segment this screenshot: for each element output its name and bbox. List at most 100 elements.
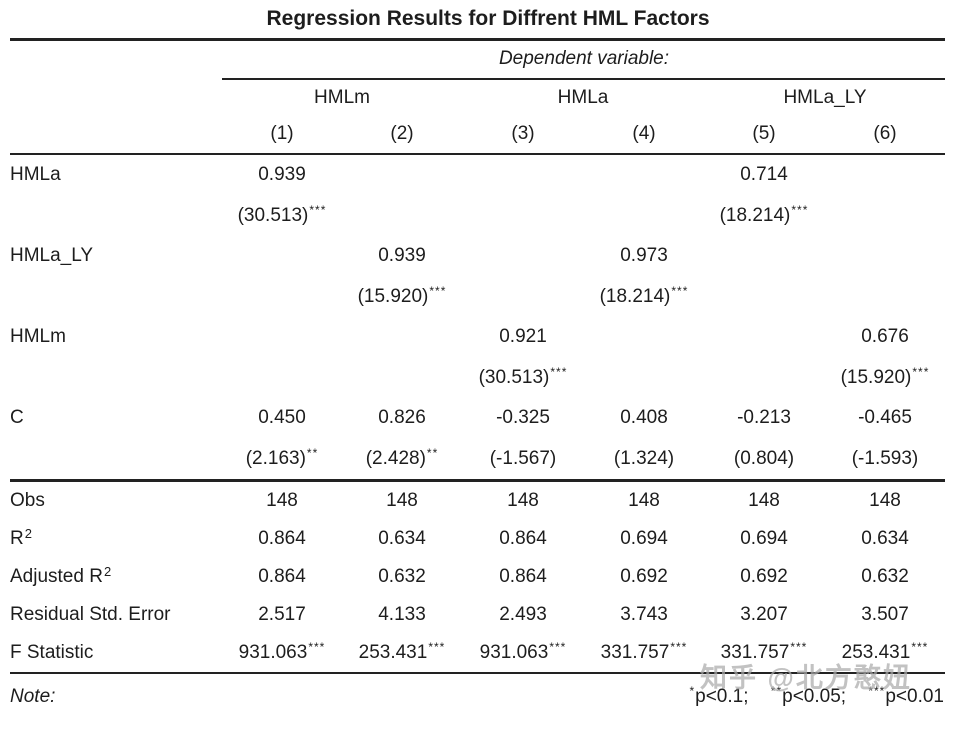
stat-value: 0.864 xyxy=(258,565,306,587)
estimate-cell: 0.676 xyxy=(861,326,909,347)
stat-value: 2.517 xyxy=(258,603,306,625)
estimate-cell: -0.213 xyxy=(737,407,791,428)
tstat-value: (18.214) xyxy=(599,285,671,307)
stat-cell: 3.743 xyxy=(584,604,704,626)
dependent-variable-row: Dependent variable: xyxy=(10,41,946,78)
tstat-value: (2.428) xyxy=(365,447,426,469)
stat-value: 931.063 xyxy=(238,641,308,663)
label-superscript: 2 xyxy=(103,563,112,579)
tstat-cell: (30.513)*** xyxy=(462,364,584,389)
tstat-value: (30.513) xyxy=(237,204,309,226)
column-number-4: (4) xyxy=(632,123,656,144)
rule-stats-top xyxy=(10,479,945,482)
group-header-hmlm: HMLm xyxy=(314,86,370,108)
stat-value: 4.133 xyxy=(378,603,426,625)
stat-cell: 148 xyxy=(342,490,462,512)
stat-cell: 0.632 xyxy=(342,566,462,588)
stat-cell: 0.864 xyxy=(462,528,584,550)
stat-cell: 0.694 xyxy=(704,528,824,550)
rule-top xyxy=(10,38,945,41)
column-number-6: (6) xyxy=(873,123,897,144)
stat-cell: 4.133 xyxy=(342,604,462,626)
rule-note-top xyxy=(10,671,945,674)
stat-value: 0.864 xyxy=(258,527,306,549)
stat-row-obs: Obs 148 148 148 148 148 148 xyxy=(10,482,946,520)
significance-legend: *p<0.1; **p<0.05; ***p<0.01 xyxy=(222,684,946,708)
significance-stars: *** xyxy=(671,283,689,298)
column-number-1: (1) xyxy=(270,123,294,144)
stat-value: 0.864 xyxy=(499,565,547,587)
rule-under-depvar xyxy=(222,77,945,80)
stat-value: 2.493 xyxy=(499,603,547,625)
significance-stars: *** xyxy=(549,639,567,654)
two-stars: ** xyxy=(770,684,783,698)
stat-cell: 0.694 xyxy=(584,528,704,550)
tstat-row-hmla-ly: (15.920)*** (18.214)*** xyxy=(10,276,946,317)
tstat-value: (18.214) xyxy=(719,204,791,226)
stat-cell: 331.757*** xyxy=(584,640,704,664)
label-superscript: 2 xyxy=(24,525,32,541)
significance-stars: ** xyxy=(306,445,319,460)
significance-stars: *** xyxy=(308,639,326,654)
stat-value: 3.207 xyxy=(740,603,788,625)
stat-cell: 331.757*** xyxy=(704,639,824,664)
stat-row-f-statistic: F Statistic 931.063*** 253.431*** 931.063**… xyxy=(10,634,946,672)
stat-value: 0.634 xyxy=(861,527,909,549)
significance-stars: ** xyxy=(426,445,439,460)
stat-value: 0.632 xyxy=(378,565,426,587)
coefficients-section: HMLa 0.939 0.714 (30.513)*** (18.214)*** HMLa… xyxy=(0,155,976,479)
tstat-cell: (18.214)*** xyxy=(704,202,824,227)
tstat-cell: (-1.593) xyxy=(824,448,946,470)
stat-cell: 0.634 xyxy=(824,528,946,550)
stat-cell: 931.063*** xyxy=(462,639,584,664)
stat-value: 148 xyxy=(266,489,298,511)
tstat-value: (1.324) xyxy=(613,447,675,469)
stat-cell: 2.493 xyxy=(462,604,584,626)
coef-row-hmla: HMLa 0.939 0.714 xyxy=(10,155,946,195)
stat-cell: 148 xyxy=(824,490,946,512)
stat-value: 0.694 xyxy=(620,527,668,549)
stat-label: Adjusted R2 xyxy=(10,563,112,587)
stat-value: 253.431 xyxy=(358,641,428,663)
estimate-cell: 0.408 xyxy=(620,407,668,428)
row-label: HMLa_LY xyxy=(10,245,94,266)
stat-value: 148 xyxy=(748,489,780,511)
three-stars: *** xyxy=(868,684,886,698)
stat-value: 148 xyxy=(628,489,660,511)
stat-cell: 3.507 xyxy=(824,604,946,626)
significance-stars: *** xyxy=(429,283,447,298)
note-row: Note: *p<0.1; **p<0.05; ***p<0.01 xyxy=(10,674,946,728)
significance-stars: *** xyxy=(550,364,568,379)
group-header-hmla-ly: HMLa_LY xyxy=(783,86,867,108)
statistics-section: Obs 148 148 148 148 148 148 R2 0.864 0.634 0.864 0.… xyxy=(0,482,976,672)
rule-header-bottom xyxy=(10,152,945,155)
estimate-cell: 0.450 xyxy=(258,407,306,428)
stat-value: 0.632 xyxy=(861,565,909,587)
stat-cell: 3.207 xyxy=(704,604,824,626)
stat-cell: 931.063*** xyxy=(222,639,342,664)
row-label: HMLm xyxy=(10,326,66,347)
significance-stars: *** xyxy=(790,639,808,654)
stat-cell: 0.692 xyxy=(704,566,824,588)
stat-value: 148 xyxy=(386,489,418,511)
stat-value: 253.431 xyxy=(841,641,911,663)
stat-cell: 0.692 xyxy=(584,566,704,588)
stat-label: F Statistic xyxy=(10,641,94,663)
tstat-value: (2.163) xyxy=(245,447,306,469)
dependent-variable-label: Dependent variable: xyxy=(498,48,670,69)
stat-cell: 2.517 xyxy=(222,604,342,626)
stat-label: Obs xyxy=(10,489,45,511)
stat-value: 331.757 xyxy=(720,641,790,663)
stat-value: 148 xyxy=(869,489,901,511)
tstat-cell: (2.428)** xyxy=(342,445,462,470)
stat-value: 3.507 xyxy=(861,603,909,625)
stat-value: 0.634 xyxy=(378,527,426,549)
stat-cell: 148 xyxy=(584,490,704,512)
stat-cell: 0.634 xyxy=(342,528,462,550)
stat-cell: 148 xyxy=(462,490,584,512)
stat-value: 0.694 xyxy=(740,527,788,549)
tstat-value: (15.920) xyxy=(357,285,429,307)
tstat-cell: (30.513)*** xyxy=(222,203,342,227)
significance-stars: *** xyxy=(791,202,809,217)
tstat-value: (-1.567) xyxy=(489,447,557,469)
